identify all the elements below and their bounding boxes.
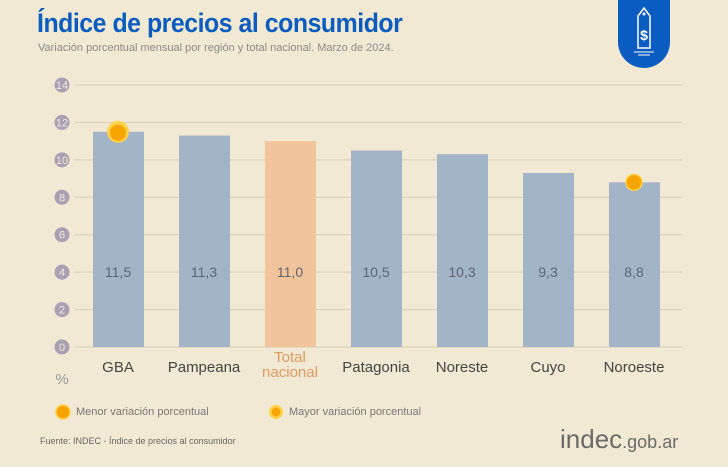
y-tick-badge <box>54 264 70 280</box>
y-tick-label: 4 <box>59 267 65 279</box>
y-tick-badge <box>54 77 70 93</box>
page-subtitle: Variación porcentual mensual por región … <box>38 42 394 54</box>
bar-noreste <box>437 154 488 347</box>
bar-cuyo <box>523 172 574 347</box>
y-tick-label: 0 <box>59 342 65 354</box>
bar-value-label: 8,8 <box>624 264 644 280</box>
y-tick-label: 10 <box>56 155 68 167</box>
bar-value-label: 10,5 <box>362 264 389 280</box>
y-tick-label: 14 <box>56 80 68 92</box>
bar-patagonia <box>351 150 402 347</box>
mayor-marker-icon <box>269 405 283 419</box>
category-label: Pampeana <box>168 359 241 376</box>
price-tag-dollar-icon: $ <box>618 0 670 68</box>
y-axis-unit: % <box>55 371 68 388</box>
menor-marker-icon <box>55 404 71 420</box>
bar-chart: 0 2 4 6 8 10 12 14% 11,5 GBA 11,3 Pampeana 11,0 Total… <box>54 77 682 388</box>
source-note: Fuente: INDEC - Índice de precios al con… <box>40 436 236 446</box>
bar-value-label: 11,5 <box>105 264 131 280</box>
category-label: nacional <box>262 364 318 381</box>
y-tick-label: 2 <box>59 305 65 317</box>
category-label: Cuyo <box>530 359 565 376</box>
legend-item-mayor: Mayor variación porcentual <box>268 404 421 420</box>
category-label: Patagonia <box>342 359 410 376</box>
bar-value-label: 11,3 <box>191 264 217 280</box>
page-title: Índice de precios al consumidor <box>37 8 403 38</box>
y-tick-label: 8 <box>59 192 65 204</box>
y-tick-badge <box>54 302 70 318</box>
mayor-marker-core <box>110 124 126 141</box>
svg-text:$: $ <box>640 27 648 43</box>
indec-logo: indec.gob.ar <box>560 424 679 454</box>
y-tick-label: 12 <box>56 117 68 129</box>
y-tick-badge <box>54 114 70 130</box>
legend-item-menor: Menor variación porcentual <box>55 404 209 420</box>
menor-marker <box>625 173 643 192</box>
category-label: GBA <box>102 359 134 376</box>
bar-value-label: 11,0 <box>277 264 303 280</box>
bar-value-label: 9,3 <box>538 264 558 280</box>
y-tick-badge <box>54 227 70 243</box>
y-tick-badge <box>54 189 70 205</box>
category-label: Noreste <box>436 359 489 376</box>
bar-total-nacional <box>265 141 316 347</box>
category-label: Noroeste <box>604 359 665 376</box>
legend-label: Menor variación porcentual <box>76 406 209 418</box>
y-tick-label: 6 <box>59 230 65 242</box>
y-tick-badge <box>54 152 70 168</box>
bar-pampeana <box>179 135 230 347</box>
y-tick-badge <box>54 339 70 355</box>
bar-noroeste <box>609 182 660 347</box>
bar-value-label: 10,3 <box>448 264 475 280</box>
category-label: Total <box>274 349 306 366</box>
legend-label: Mayor variación porcentual <box>289 406 422 418</box>
bar-gba <box>93 131 144 347</box>
